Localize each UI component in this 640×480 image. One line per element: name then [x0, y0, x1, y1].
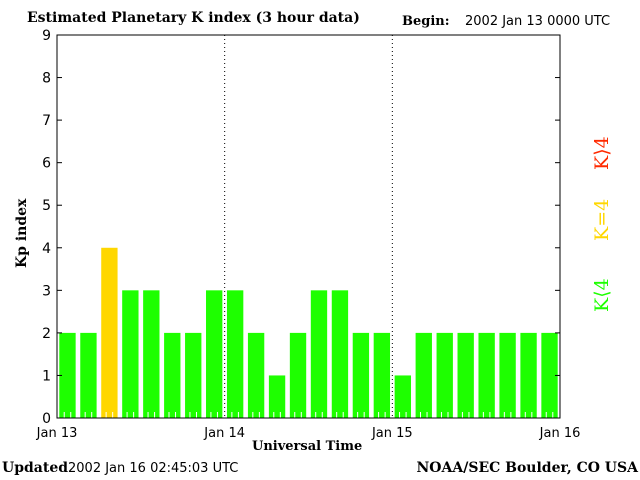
bar — [122, 290, 139, 418]
bar — [247, 332, 265, 418]
y-tick-label: 1 — [42, 368, 51, 384]
bar — [164, 332, 181, 418]
bar — [289, 332, 307, 418]
bar — [206, 290, 223, 418]
x-tick-label: Jan 16 — [539, 426, 581, 441]
bar — [101, 247, 118, 418]
bar — [373, 332, 391, 418]
bar — [143, 290, 160, 418]
x-axis-label: Universal Time — [252, 439, 363, 454]
updated-value: 2002 Jan 16 02:45:03 UTC — [68, 461, 239, 476]
bar — [436, 332, 453, 418]
y-tick-label: 6 — [42, 156, 51, 172]
y-tick-label: 4 — [42, 241, 51, 257]
bar — [394, 375, 411, 418]
bar — [331, 290, 349, 418]
x-tick-label: Jan 15 — [371, 426, 413, 441]
legend-k-below-4: K⟨4 — [591, 278, 613, 312]
x-tick-label: Jan 13 — [36, 426, 78, 441]
source-credit: NOAA/SEC Boulder, CO USA — [416, 460, 639, 476]
y-tick-label: 0 — [42, 411, 51, 427]
y-tick-label: 9 — [42, 28, 51, 44]
x-tick-label: Jan 14 — [203, 426, 245, 441]
bar — [541, 332, 558, 418]
y-tick-label: 2 — [42, 326, 51, 342]
bar — [185, 332, 202, 418]
legend-k-equal-4: K=4 — [591, 198, 613, 241]
bar — [457, 332, 474, 418]
bar — [415, 332, 432, 418]
bar — [499, 332, 516, 418]
bar — [352, 332, 370, 418]
chart-title: Estimated Planetary K index (3 hour data… — [27, 10, 360, 26]
bar — [310, 290, 328, 418]
begin-label: Begin: — [402, 14, 450, 29]
bar — [268, 375, 286, 418]
bar — [59, 332, 76, 418]
plot-frame — [56, 34, 561, 419]
bar — [478, 332, 495, 418]
bar — [226, 290, 244, 418]
y-tick-label: 3 — [42, 283, 51, 299]
y-axis-label: Kp index — [14, 198, 30, 268]
updated-label: Updated — [2, 460, 69, 476]
bar — [80, 332, 97, 418]
bar — [520, 332, 537, 418]
y-tick-label: 8 — [42, 71, 51, 87]
y-tick-label: 5 — [42, 198, 51, 214]
y-tick-label: 7 — [42, 113, 51, 129]
legend-k-above-4: K⟩4 — [591, 136, 613, 170]
begin-value: 2002 Jan 13 0000 UTC — [465, 14, 611, 29]
